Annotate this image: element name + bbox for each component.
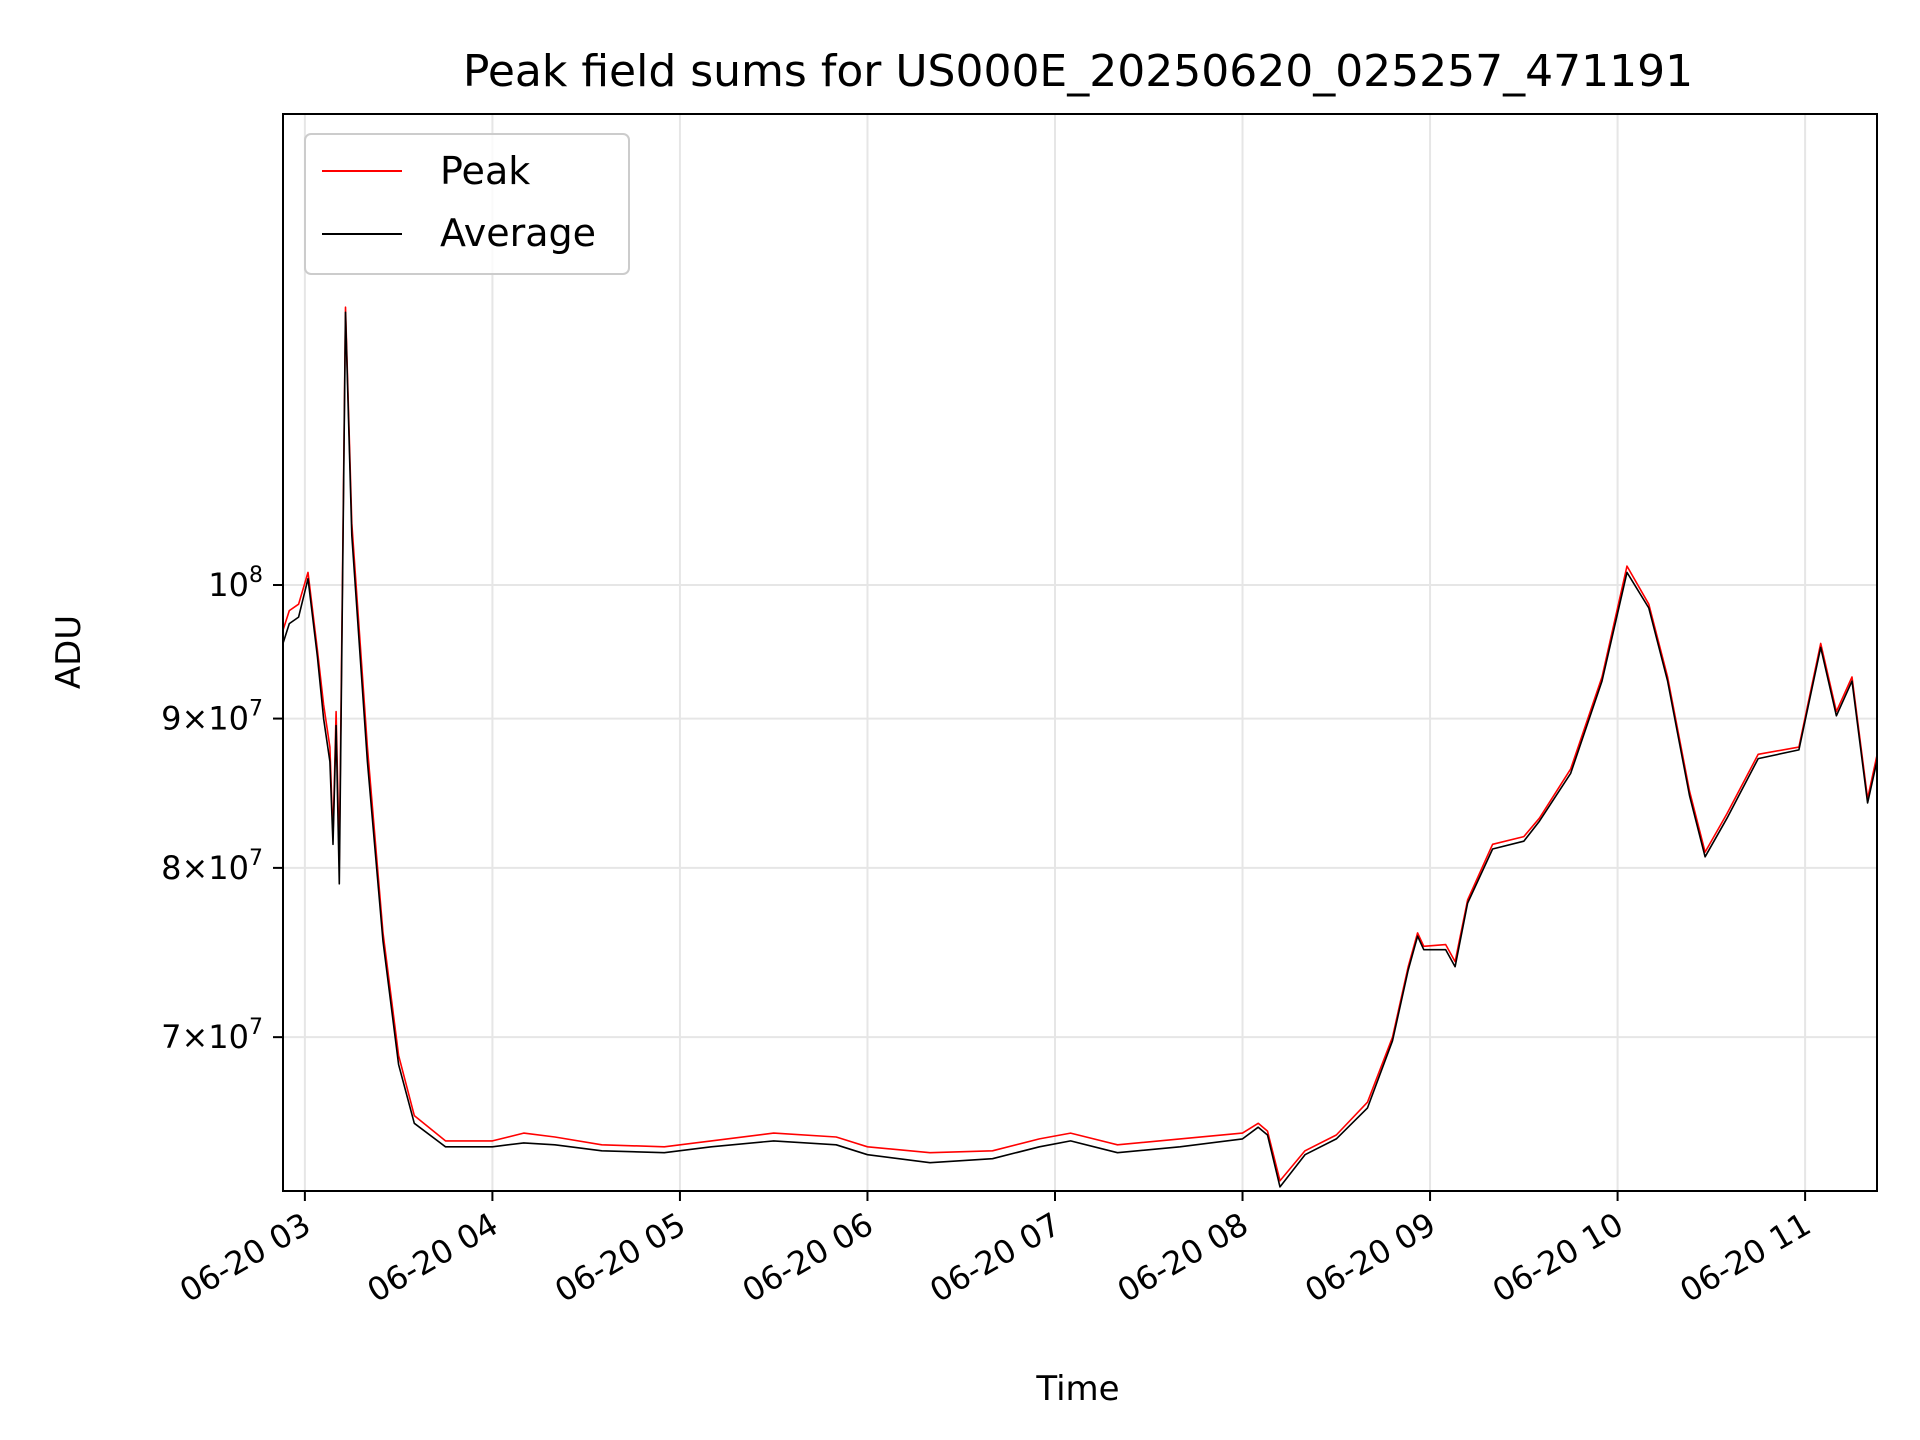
y-axis-ticks: 7×107 8×107 9×107 108	[161, 563, 283, 1056]
legend: Peak Average	[304, 133, 630, 275]
grid-lines	[283, 114, 1877, 1191]
series-line-peak	[283, 306, 1877, 1182]
legend-label-average: Average	[440, 211, 596, 255]
y-tick-label: 108	[208, 563, 263, 604]
y-tick-label: 7×107	[161, 1015, 263, 1056]
chart-title: Peak field sums for US000E_20250620_0252…	[463, 46, 1693, 97]
y-axis-label: ADU	[49, 615, 89, 689]
legend-box	[304, 133, 630, 275]
series-line-average	[283, 311, 1877, 1188]
series-lines	[283, 306, 1877, 1188]
y-tick-label: 9×107	[161, 697, 263, 738]
plot-frame	[282, 113, 1878, 1192]
legend-label-peak: Peak	[440, 149, 530, 193]
x-axis-label: Time	[1035, 1369, 1119, 1409]
y-tick-label: 8×107	[161, 846, 263, 887]
